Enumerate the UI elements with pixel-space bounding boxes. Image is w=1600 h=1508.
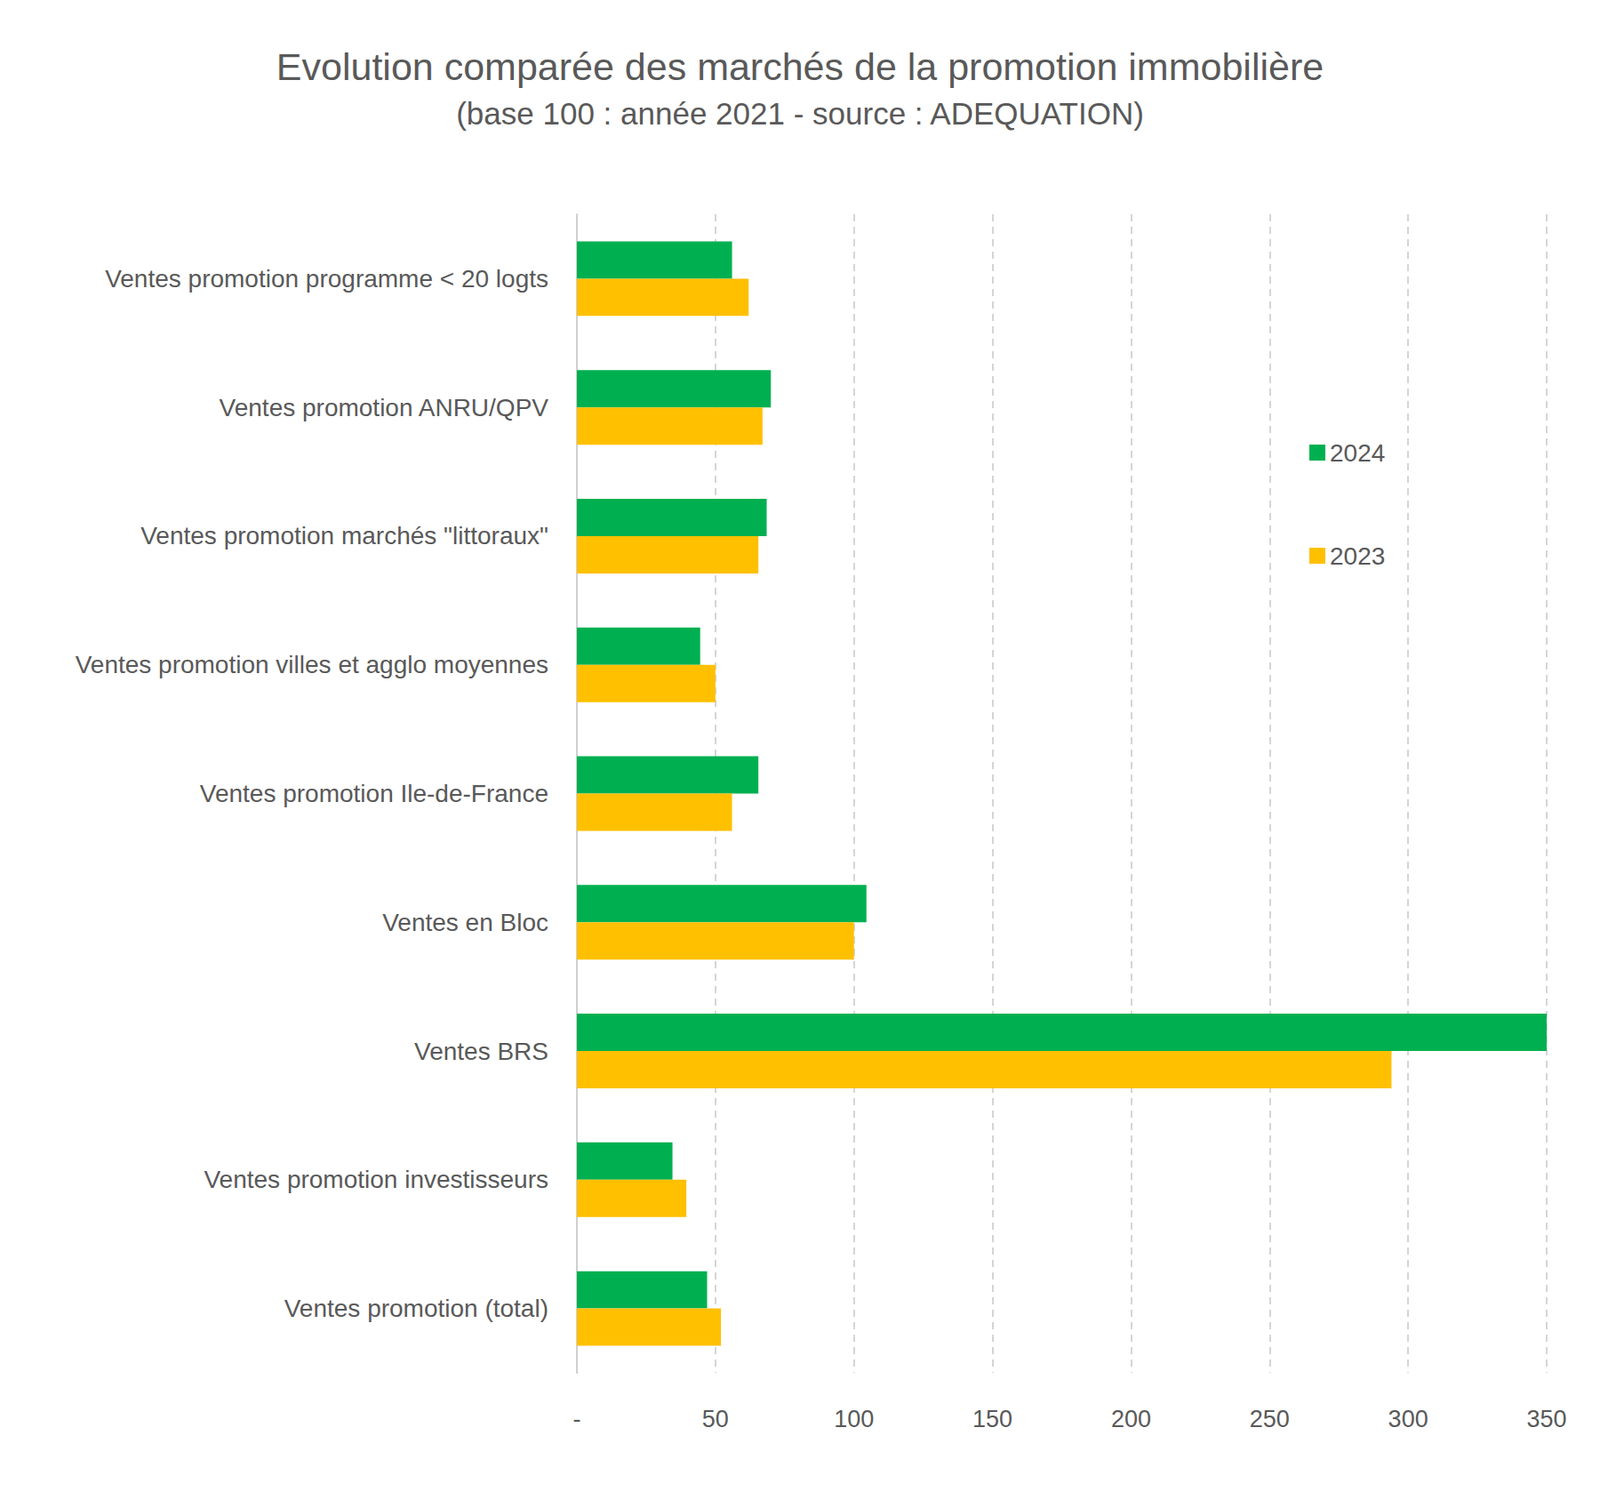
svg-text:2024: 2024 <box>1329 439 1385 467</box>
svg-text:(base 100 : année 2021 - sourc: (base 100 : année 2021 - source : ADEQUA… <box>456 96 1144 131</box>
svg-text:300: 300 <box>1388 1405 1429 1432</box>
svg-text:Ventes promotion ANRU/QPV: Ventes promotion ANRU/QPV <box>219 393 550 422</box>
svg-text:50: 50 <box>702 1405 729 1432</box>
svg-text:100: 100 <box>833 1405 874 1432</box>
svg-text:Ventes promotion investisseurs: Ventes promotion investisseurs <box>203 1165 549 1193</box>
svg-text:Ventes promotion villes et agg: Ventes promotion villes et agglo moyenne… <box>75 650 549 679</box>
svg-text:Ventes BRS: Ventes BRS <box>414 1037 549 1065</box>
svg-text:150: 150 <box>972 1405 1013 1432</box>
svg-text:Ventes promotion programme < 2: Ventes promotion programme < 20 logts <box>104 264 549 293</box>
svg-text:2023: 2023 <box>1329 542 1385 570</box>
svg-text:Ventes promotion Ile-de-France: Ventes promotion Ile-de-France <box>200 779 549 808</box>
svg-text:Ventes promotion (total): Ventes promotion (total) <box>284 1294 549 1322</box>
svg-text:250: 250 <box>1249 1405 1290 1432</box>
svg-text:Ventes promotion marchés "litt: Ventes promotion marchés "littoraux" <box>140 521 549 550</box>
svg-text:-: - <box>573 1405 582 1432</box>
svg-text:350: 350 <box>1526 1405 1567 1432</box>
svg-text:200: 200 <box>1111 1405 1152 1432</box>
svg-text:Evolution comparée des marchés: Evolution comparée des marchés de la pro… <box>276 45 1324 88</box>
svg-text:Ventes en Bloc: Ventes en Bloc <box>382 908 549 936</box>
